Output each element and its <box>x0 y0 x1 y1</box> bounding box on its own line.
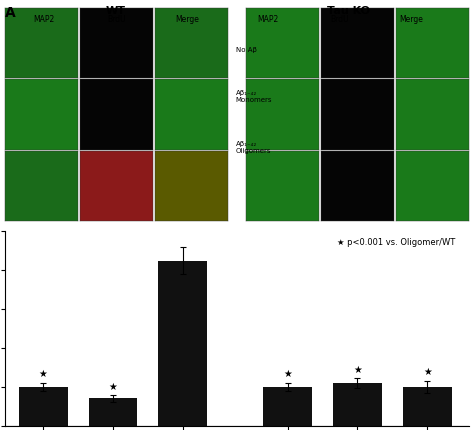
Text: BrdU: BrdU <box>330 15 349 24</box>
Bar <box>158 261 207 426</box>
Text: Merge: Merge <box>400 15 423 24</box>
Text: WT: WT <box>106 6 126 16</box>
Bar <box>18 387 68 426</box>
Text: Aβ₁₋₄₂
Monomers: Aβ₁₋₄₂ Monomers <box>236 90 272 103</box>
Text: MAP2: MAP2 <box>257 15 278 24</box>
Text: ★ p<0.001 vs. Oligomer/WT: ★ p<0.001 vs. Oligomer/WT <box>337 238 456 247</box>
Text: Merge: Merge <box>175 15 199 24</box>
Bar <box>403 387 452 426</box>
Text: MAP2: MAP2 <box>34 15 55 24</box>
Text: No Aβ: No Aβ <box>236 47 256 53</box>
Text: ★: ★ <box>109 381 118 391</box>
Text: ★: ★ <box>423 366 432 377</box>
Text: BrdU: BrdU <box>107 15 126 24</box>
Text: Tau KO: Tau KO <box>327 6 370 16</box>
Bar <box>263 387 312 426</box>
Bar <box>333 383 382 426</box>
Text: A: A <box>5 6 16 20</box>
Bar <box>89 399 137 426</box>
Text: ★: ★ <box>353 364 362 374</box>
Text: ★: ★ <box>283 369 292 378</box>
Text: ★: ★ <box>39 369 47 378</box>
Text: Aβ₁₋₄₂
Oligomers: Aβ₁₋₄₂ Oligomers <box>236 141 271 154</box>
